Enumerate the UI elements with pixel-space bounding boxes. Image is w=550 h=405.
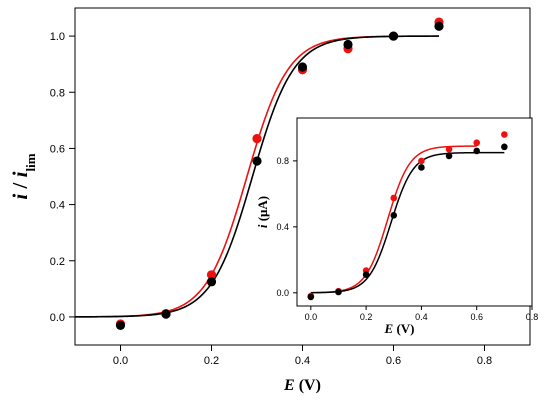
main-point-1-1: [161, 309, 171, 319]
inset-plot-panel: 0.0 0.2 0.4 0.6 0.8 0.0 0.4 0.8 E (V) i (μA): [255, 117, 539, 336]
inset-point-1-6: [473, 147, 481, 155]
main-point-1-7: [434, 21, 444, 31]
main-point-1-2: [206, 277, 217, 287]
inset-point-1-5: [445, 152, 453, 160]
main-y-tick-label-0: 0.0: [50, 312, 65, 324]
inset-point-0-5: [445, 146, 453, 153]
main-x-tick-label-4: 0.8: [477, 355, 492, 367]
main-y-tick-label-2: 0.4: [50, 200, 65, 212]
inset-point-1-7: [501, 143, 508, 151]
inset-point-1-4: [418, 164, 425, 171]
main-x-axis-title: E (V): [283, 377, 321, 394]
inset-point-0-6: [473, 139, 481, 147]
inset-y-tick-label-0: 0.0: [276, 288, 289, 298]
main-point-1-6: [388, 31, 399, 41]
inset-fit-curve-1: [310, 151, 505, 294]
inset-point-0-7: [501, 131, 508, 138]
inset-point-0-4: [418, 157, 425, 165]
inset-y-tick-label-2: 0.8: [276, 156, 289, 166]
inset-y-axis-title: i (μA): [255, 196, 270, 228]
inset-y-tick-label-1: 0.4: [276, 222, 289, 232]
main-y-tick-label-4: 0.8: [50, 87, 65, 99]
inset-x-tick-label-0: 0.0: [305, 312, 318, 322]
inset-x-tick-label-2: 0.4: [415, 312, 428, 322]
main-point-1-3: [252, 156, 262, 166]
main-y-tick-label-5: 1.0: [50, 31, 65, 43]
inset-x-axis-title: E (V): [384, 321, 415, 336]
inset-x-tick-label-1: 0.2: [360, 312, 373, 322]
inset-point-1-0: [307, 293, 315, 301]
inset-x-tick-label-4: 0.8: [526, 312, 539, 322]
inset-point-1-1: [335, 288, 342, 296]
inset-point-1-3: [390, 211, 398, 219]
inset-point-1-2: [362, 271, 370, 278]
main-point-0-3: [252, 133, 262, 144]
main-x-tick-label-3: 0.6: [386, 355, 401, 367]
main-x-tick-label-0: 0.0: [113, 355, 128, 367]
main-y-tick-label-3: 0.6: [50, 143, 65, 155]
main-point-1-4: [297, 62, 308, 72]
inset-plot-frame: [296, 117, 533, 307]
main-point-1-0: [115, 320, 126, 330]
main-y-tick-label-1: 0.2: [50, 256, 65, 268]
inset-point-0-3: [390, 194, 398, 202]
main-point-1-5: [343, 39, 353, 50]
main-y-axis-title: i / ilim: [8, 153, 38, 199]
inset-x-tick-label-3: 0.6: [470, 312, 483, 322]
main-x-tick-label-2: 0.4: [295, 355, 310, 367]
main-point-0-2: [206, 270, 217, 280]
main-x-tick-label-1: 0.2: [204, 355, 219, 367]
